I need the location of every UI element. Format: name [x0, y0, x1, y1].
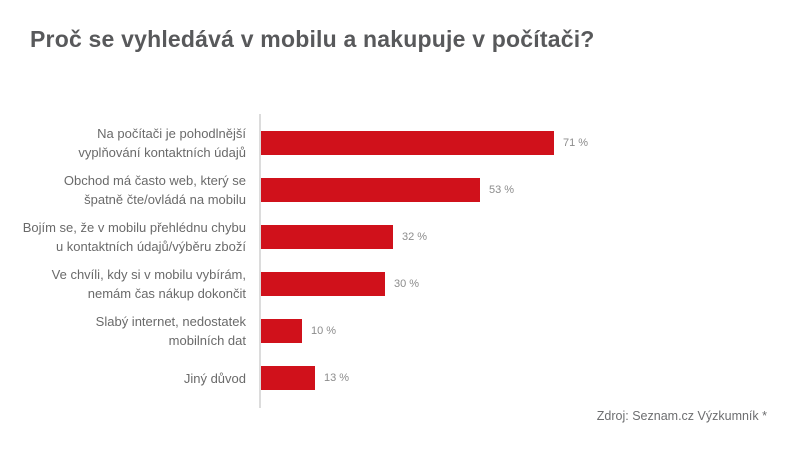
bar — [261, 366, 315, 390]
bar — [261, 178, 480, 202]
bar — [261, 319, 302, 343]
category-label-line: Ve chvíli, kdy si v mobilu vybírám, — [51, 267, 246, 282]
value-label: 71 % — [563, 137, 589, 149]
category-label-line: vyplňování kontaktních údajů — [78, 145, 246, 160]
category-label: Na počítači je pohodlnější vyplňování kon… — [0, 124, 246, 162]
category-label-line: Jiný důvod — [183, 370, 246, 386]
value-label: 30 % — [394, 278, 420, 290]
value-label: 10 % — [311, 325, 337, 337]
category-label-line: Obchod má často web, který se — [63, 173, 246, 188]
category-label: Bojím se, že v mobilu přehlédnu chybu u k… — [0, 218, 246, 256]
category-label-line: nemám čas nákup dokončit — [87, 286, 246, 301]
category-label: Ve chvíli, kdy si v mobilu vybírám, nemám… — [0, 265, 246, 303]
bar — [261, 272, 385, 296]
value-label: 32 % — [402, 231, 428, 243]
category-label: Jiný důvod — [0, 369, 246, 388]
source-note: Zdroj: Seznam.cz Výzkumník * — [596, 409, 767, 423]
bar — [261, 131, 554, 155]
category-label-line: Slabý internet, nedostatek — [95, 314, 246, 329]
category-label-line: špatně čte/ovládá na mobilu — [84, 192, 246, 207]
category-label-line: mobilních dat — [168, 333, 246, 348]
y-axis-line — [259, 114, 261, 408]
value-label: 13 % — [324, 372, 350, 384]
chart-title: Proč se vyhledává v mobilu a nakupuje v … — [30, 26, 595, 52]
category-label-line: Bojím se, že v mobilu přehlédnu chybu — [22, 220, 246, 235]
category-label-line: u kontaktních údajů/výběru zboží — [55, 239, 246, 254]
category-label-line: Na počítači je pohodlnější — [97, 126, 246, 141]
value-label: 53 % — [489, 184, 515, 196]
category-label: Slabý internet, nedostatek mobilních dat — [0, 312, 246, 350]
category-label: Obchod má často web, který se špatně čte/… — [0, 171, 246, 209]
bar — [261, 225, 393, 249]
